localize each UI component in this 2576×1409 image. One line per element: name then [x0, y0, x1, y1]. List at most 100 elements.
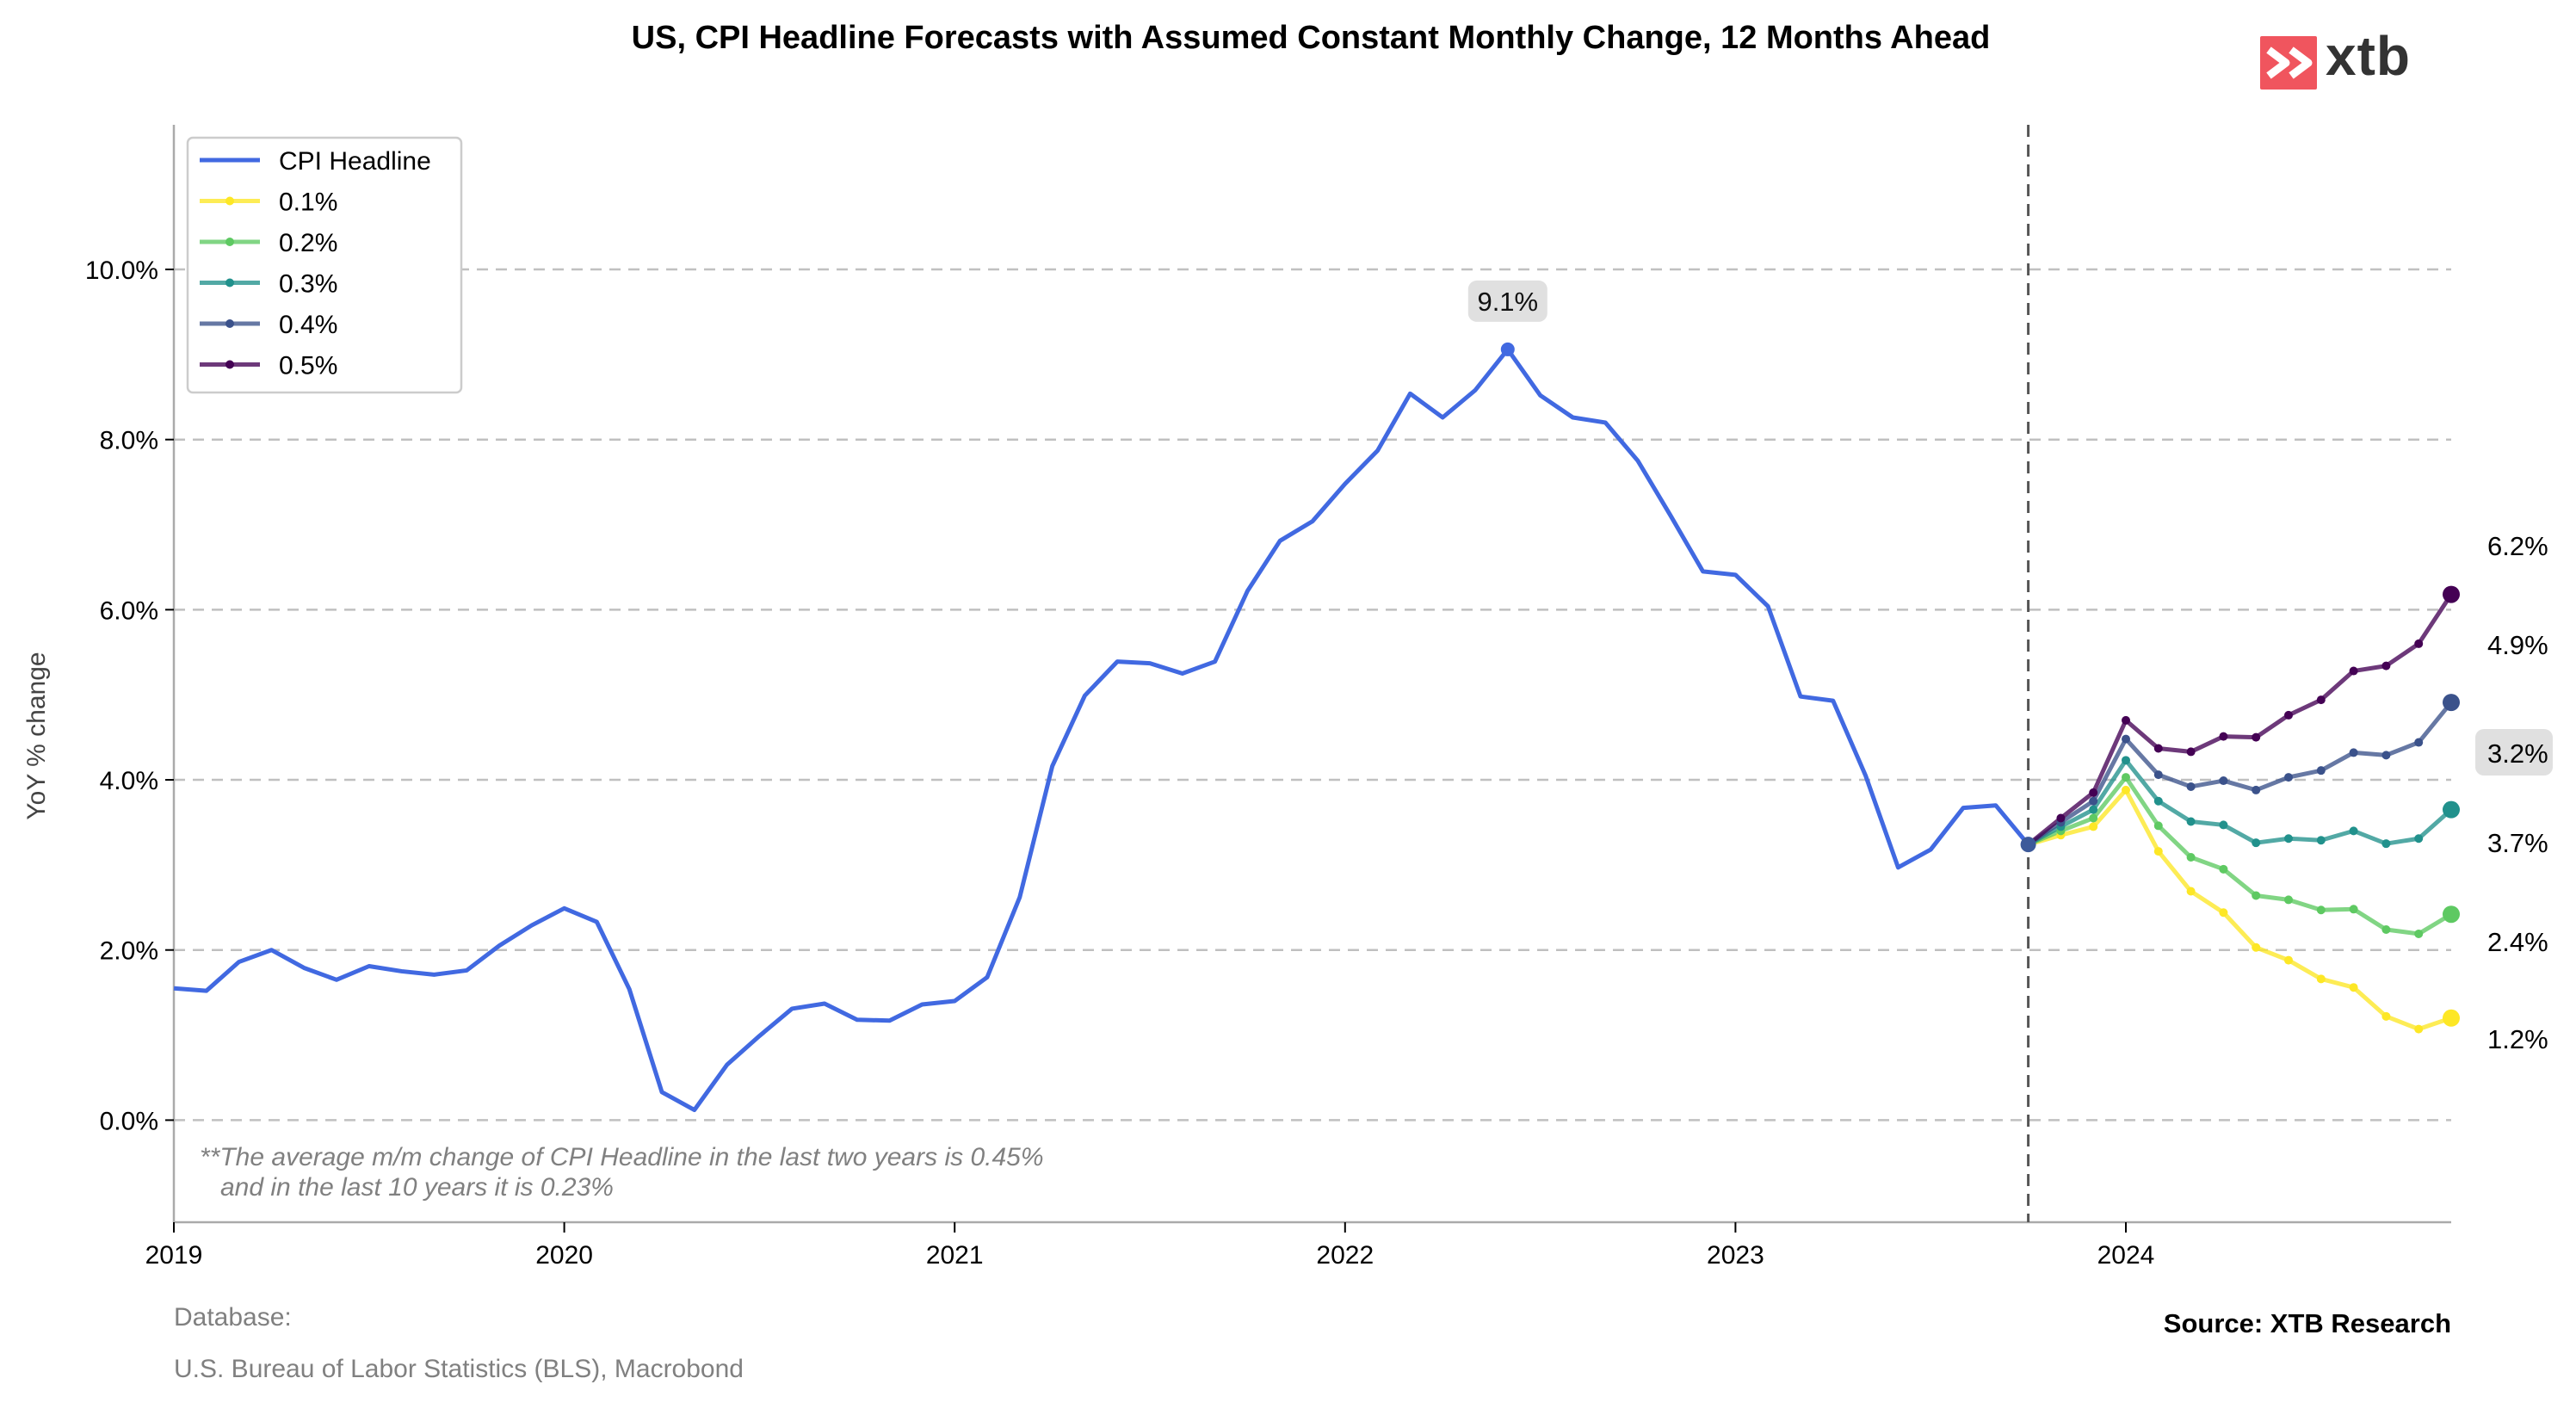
forecast-point: [2219, 864, 2228, 874]
peak-label-box: [1467, 280, 1547, 322]
forecast-point: [2186, 747, 2196, 757]
x-mark-icon: [2266, 46, 2313, 79]
forecast-point: [2219, 908, 2228, 918]
y-tick-label: 4.0%: [100, 767, 158, 795]
xtb-logo-text: xtb: [2326, 25, 2411, 87]
grid-lines: [174, 268, 2451, 1122]
x-tick-labels: 2019 2020 2021 2022 2023 2024: [145, 1222, 2155, 1270]
y-tick-label: 0.0%: [100, 1107, 158, 1135]
y-tick-label: 6.0%: [100, 596, 158, 625]
cpi-end-label-box: [2475, 729, 2553, 776]
xtb-logo-mark: [2260, 36, 2317, 90]
x-tick-label: 2024: [2097, 1241, 2155, 1270]
x-tick-label: 2021: [926, 1241, 984, 1270]
forecast-point: [2153, 821, 2163, 831]
average-change-note-line1: **The average m/m change of CPI Headline…: [200, 1143, 1044, 1171]
y-tick-label: 10.0%: [85, 256, 158, 285]
forecast-line-0.1%: [2027, 788, 2452, 1032]
forecast-point: [2252, 942, 2261, 952]
forecast-point: [2186, 852, 2196, 862]
legend-label: CPI Headline: [279, 147, 431, 176]
forecast-point: [2284, 710, 2293, 720]
forecast-point: [2089, 822, 2098, 831]
forecast-point: [2316, 695, 2326, 705]
forecast-point: [2414, 834, 2424, 844]
forecast-point: [2381, 839, 2391, 849]
forecast-line-0.3%: [2027, 757, 2453, 847]
forecast-point: [2381, 1011, 2391, 1021]
legend-label: 0.1%: [279, 188, 337, 217]
forecast-point: [2122, 734, 2130, 744]
legend-marker: [225, 360, 234, 369]
forecast-point: [2122, 715, 2130, 725]
forecast-point: [2219, 776, 2228, 786]
forecast-point: [2122, 773, 2130, 782]
forecast-point: [2349, 983, 2358, 992]
forecast-point: [2122, 785, 2130, 794]
database-sources: U.S. Bureau of Labor Statistics (BLS), M…: [174, 1355, 744, 1383]
forecast-point: [2252, 838, 2261, 848]
forecast-point: [2089, 813, 2098, 823]
average-change-note-line2: and in the last 10 years it is 0.23%: [220, 1173, 614, 1202]
forecast-point: [2122, 756, 2130, 765]
forecast-point: [2252, 732, 2261, 742]
legend-marker: [225, 196, 234, 206]
source-credit: Source: XTB Research: [2164, 1308, 2451, 1338]
legend-marker: [225, 319, 234, 328]
forecast-line-0.5%: [2027, 593, 2454, 847]
forecast-point: [2381, 661, 2391, 671]
forecast-point: [2056, 813, 2066, 823]
x-tick-label: 2022: [1316, 1241, 1374, 1270]
legend-label: 0.2%: [279, 229, 337, 257]
axes: [172, 125, 2451, 1224]
y-axis-label: YoY % change: [22, 652, 51, 819]
forecast-point: [2381, 751, 2391, 760]
y-tick-labels: 0.0% 2.0% 4.0% 6.0% 8.0% 10.0%: [85, 256, 174, 1135]
series-lines: [173, 347, 2454, 1113]
forecast-end-point: [2443, 585, 2460, 603]
forecast-point: [2284, 955, 2293, 965]
forecast-end-point: [2443, 694, 2460, 712]
peak-label: 9.1%: [1477, 287, 1538, 317]
forecast-point: [2316, 836, 2326, 845]
legend-label: 0.3%: [279, 270, 337, 299]
forecast-point: [2316, 974, 2326, 984]
end-label-0.4%: 4.9%: [2487, 630, 2548, 660]
forecast-point: [2153, 770, 2163, 780]
forecast-point: [2186, 782, 2196, 791]
legend: CPI Headline 0.1% 0.2% 0.3% 0.4% 0.5%: [186, 136, 463, 394]
end-label-0.1%: 1.2%: [2487, 1024, 2548, 1054]
legend-label: 0.5%: [279, 352, 337, 380]
end-label-0.5%: 6.2%: [2487, 531, 2548, 561]
cpi-peak-point: [1500, 342, 1515, 356]
forecast-point: [2186, 817, 2196, 826]
forecast-point: [2089, 805, 2098, 814]
y-tick-label: 8.0%: [100, 427, 158, 455]
forecast-point: [2316, 905, 2326, 915]
forecast-end-point: [2443, 800, 2460, 819]
end-label-0.2%: 2.4%: [2487, 927, 2548, 957]
forecast-end-point: [2443, 905, 2460, 924]
forecast-point: [2284, 773, 2293, 782]
forecast-point: [2252, 891, 2261, 900]
forecast-point: [2186, 887, 2196, 896]
forecast-point: [2153, 744, 2163, 753]
forecast-point: [2349, 905, 2358, 914]
cpi-last-point: [2020, 837, 2036, 853]
forecast-point: [2219, 820, 2228, 830]
y-tick-label: 2.0%: [100, 937, 158, 966]
forecast-point: [2153, 847, 2163, 856]
forecast-point: [2414, 738, 2424, 747]
forecast-line-0.4%: [2027, 701, 2453, 847]
x-tick-label: 2020: [535, 1241, 593, 1270]
forecast-point: [2284, 895, 2293, 905]
cpi-headline-line: [173, 347, 2030, 1113]
x-tick-label: 2023: [1707, 1241, 1764, 1270]
forecast-point: [2252, 785, 2261, 794]
forecast-point: [2316, 766, 2326, 776]
chart-title: US, CPI Headline Forecasts with Assumed …: [632, 20, 1991, 56]
forecast-point: [2284, 834, 2293, 844]
forecast-point: [2414, 639, 2424, 648]
forecast-point: [2414, 1024, 2424, 1034]
